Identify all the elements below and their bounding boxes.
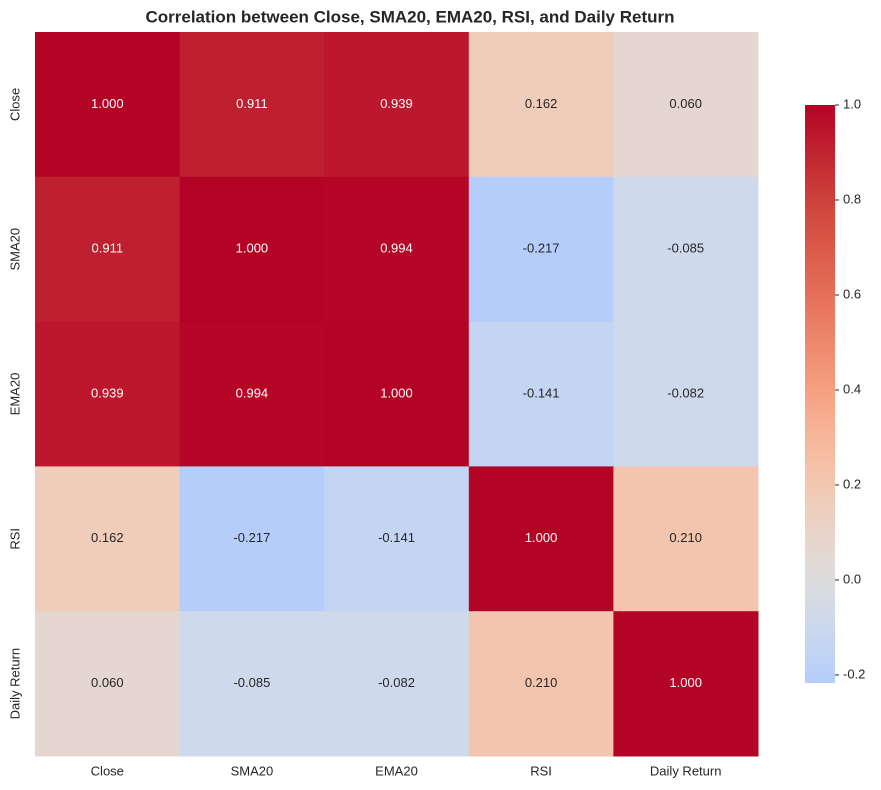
colorbar [805,105,835,683]
colorbar-tick-label: 0.0 [843,571,861,586]
y-tick-label: Daily Return [7,648,22,720]
cell-label: 0.911 [92,241,124,256]
cell-label: 0.939 [380,96,413,111]
cell-label: -0.217 [233,530,270,545]
cell-label: 0.210 [669,530,702,545]
heatmap-cell [35,321,181,467]
cell-label: -0.141 [378,530,415,545]
cell-label: -0.141 [523,385,560,400]
heatmap-cell [468,611,614,757]
cell-label: -0.082 [378,675,415,690]
colorbar-tick-label: 0.2 [843,476,861,491]
x-tick-label: EMA20 [375,763,418,778]
x-tick-label: RSI [530,763,552,778]
cell-label: 0.939 [91,385,124,400]
y-tick-label: EMA20 [7,373,22,416]
colorbar-tick-label: 0.8 [843,191,861,206]
heatmap-cell [468,466,614,612]
x-tick-label: SMA20 [231,763,274,778]
heatmap-cell [35,176,181,323]
heatmap-cell [35,32,181,178]
heatmap-cell [468,176,614,323]
x-tick-label: Daily Return [650,763,722,778]
heatmap-cell [468,32,614,178]
heatmap-cell [35,466,181,612]
heatmap-cell [613,466,759,612]
cell-label: 0.162 [91,530,124,545]
heatmap-cell [613,176,759,323]
cell-label: 1.000 [91,96,124,111]
y-tick-label: RSI [7,528,22,550]
cell-label: 0.210 [525,675,558,690]
heatmap-cell [468,321,614,467]
cell-label: 1.000 [525,530,558,545]
cell-label: -0.085 [667,241,704,256]
heatmap-cell [613,611,759,757]
cell-label: -0.217 [523,241,560,256]
y-tick-label: SMA20 [7,228,22,271]
colorbar-tick-label: 0.6 [843,286,861,301]
cell-label: 1.000 [669,675,702,690]
heatmap-cell [613,321,759,467]
heatmap-cell [179,466,325,612]
cell-label: -0.082 [667,385,704,400]
x-tick-label: Close [91,763,124,778]
cell-label: 0.994 [236,385,269,400]
chart-title: Correlation between Close, SMA20, EMA20,… [145,7,674,26]
cell-label: -0.085 [233,675,270,690]
heatmap-cell [324,32,470,178]
cell-label: 0.911 [236,96,268,111]
cell-label: 0.162 [525,96,558,111]
cell-label: 0.060 [669,96,702,111]
heatmap-cell [324,466,470,612]
colorbar-tick-label: -0.2 [843,666,865,681]
heatmap-cell [35,611,181,757]
heatmap-cell [324,611,470,757]
cell-label: 0.994 [380,241,413,256]
colorbar-tick-label: 0.4 [843,381,861,396]
heatmap-cell [324,176,470,323]
cell-label: 0.060 [91,675,124,690]
y-tick-label: Close [7,88,22,121]
heatmap-cell [179,176,325,323]
heatmap-cell [179,32,325,178]
heatmap-cell [613,32,759,178]
cell-label: 1.000 [236,241,269,256]
cell-label: 1.000 [380,385,413,400]
heatmap-cell [179,611,325,757]
colorbar-tick-label: 1.0 [843,96,861,111]
heatmap-cell [324,321,470,467]
heatmap-cell [179,321,325,467]
